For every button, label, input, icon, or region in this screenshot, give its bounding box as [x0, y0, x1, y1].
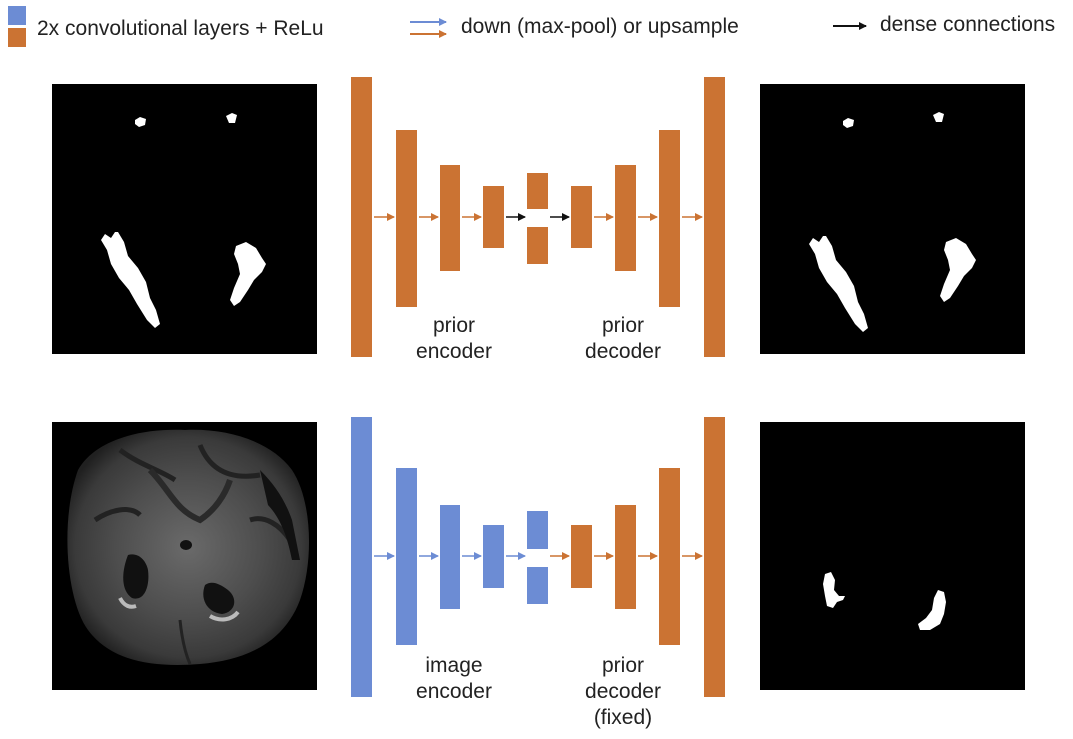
conv-block — [351, 77, 372, 357]
top-encoder-label: prior encoder — [416, 314, 492, 363]
conv-block — [440, 165, 460, 271]
encoder-block — [396, 468, 417, 645]
bottom-output-mask-image — [760, 422, 1025, 690]
conv-block — [659, 130, 680, 307]
encoder-block — [440, 505, 460, 609]
bottom-encoder-label: image encoder — [416, 654, 492, 703]
encoder-block — [527, 511, 548, 549]
top-decoder-label: prior decoder — [585, 314, 661, 363]
conv-block — [659, 468, 680, 645]
legend — [8, 6, 867, 47]
top-network — [351, 77, 725, 357]
legend-dense-label: dense connections — [880, 13, 1056, 36]
legend-conv-label: 2x convolutional layers + ReLu — [37, 17, 324, 40]
conv-block — [571, 186, 592, 248]
top-input-mask-image — [52, 84, 317, 354]
legend-down-up-label: down (max-pool) or upsample — [461, 15, 739, 38]
conv-block — [483, 186, 504, 248]
conv-block — [527, 227, 548, 264]
conv-block — [704, 77, 725, 357]
conv-block — [527, 173, 548, 209]
conv-block — [571, 525, 592, 588]
legend-swatch-blue-icon — [8, 6, 26, 25]
legend-swatch-orange-icon — [8, 28, 26, 47]
encoder-block — [483, 525, 504, 588]
conv-block — [396, 130, 417, 307]
bottom-network — [351, 417, 725, 697]
bottom-decoder-label: prior decoder (fixed) — [585, 654, 661, 729]
conv-block — [615, 505, 636, 609]
encoder-block — [351, 417, 372, 697]
top-output-mask-image — [760, 84, 1025, 354]
encoder-block — [527, 567, 548, 604]
bottom-input-mri-image — [52, 422, 317, 690]
conv-block — [615, 165, 636, 271]
conv-block — [704, 417, 725, 697]
